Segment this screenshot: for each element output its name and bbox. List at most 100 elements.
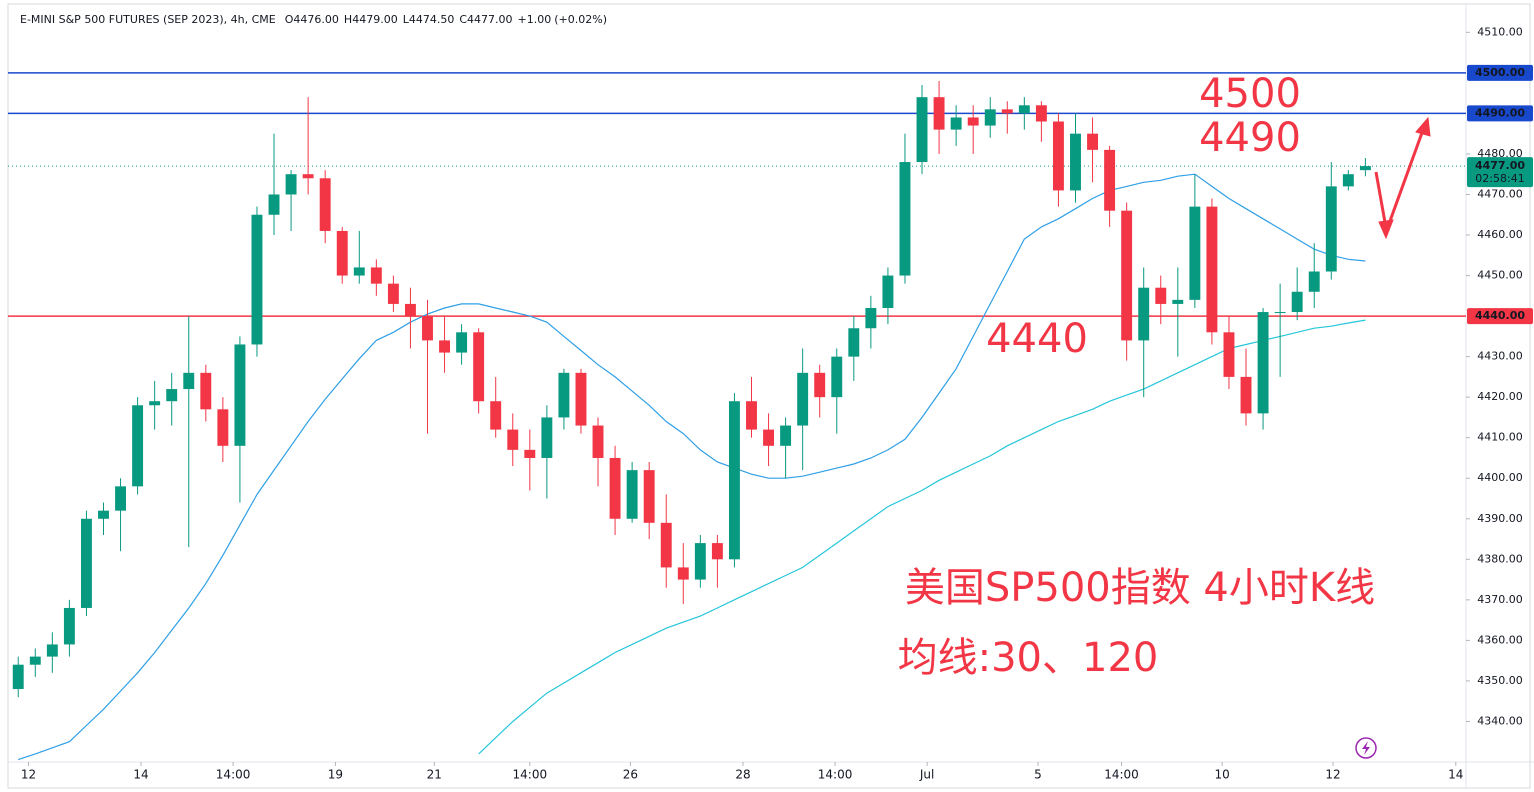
candle-body	[370, 267, 382, 284]
candle-body	[29, 656, 41, 665]
arrow-head	[1415, 116, 1431, 137]
candle-body	[353, 267, 365, 276]
ohlc-value: 4477.00	[467, 13, 513, 26]
change-pct: (+0.02%)	[554, 13, 607, 26]
plot-area	[8, 72, 1466, 761]
y-tick-label: 4340.00	[1477, 714, 1523, 727]
candle-body	[12, 664, 24, 690]
countdown: 02:58:41	[1475, 172, 1524, 185]
candle-body	[848, 328, 860, 357]
ohlc-value: 4474.50	[409, 13, 455, 26]
last-price-label: 4477.00	[1475, 159, 1525, 172]
candle-body	[524, 449, 536, 458]
x-tick-label: 5	[1034, 768, 1042, 782]
y-tick-label: 4430.00	[1477, 350, 1523, 363]
x-tick-label: 26	[623, 768, 638, 782]
candle-body	[285, 174, 297, 195]
moving-average	[478, 319, 1366, 755]
candle-body	[507, 429, 519, 450]
candle-body	[183, 372, 195, 390]
x-tick-label: 10	[1215, 768, 1230, 782]
level-label: 4490.00	[1475, 106, 1525, 119]
candle-body	[694, 543, 706, 580]
candle-body	[1087, 133, 1099, 150]
x-tick-label: 12	[1325, 768, 1340, 782]
candle-body	[984, 109, 996, 126]
candle-body	[473, 332, 485, 402]
ohlc-value: 4476.00	[293, 13, 339, 26]
candle-body	[404, 303, 416, 317]
candle-body	[814, 372, 826, 398]
x-tick-label: 12	[21, 768, 36, 782]
candle-body	[728, 401, 740, 560]
y-tick-label: 4470.00	[1477, 187, 1523, 200]
y-tick-label: 4380.00	[1477, 552, 1523, 565]
x-tick-label: 19	[328, 768, 343, 782]
x-tick-label: 14:00	[216, 768, 251, 782]
candle-body	[302, 174, 314, 179]
x-tick-label: 14:00	[1104, 768, 1139, 782]
arrow-line	[1384, 129, 1425, 233]
level-label: 4500.00	[1475, 66, 1525, 79]
icon-circle[interactable]	[1355, 737, 1377, 759]
frame	[7, 3, 1531, 789]
candle-body	[626, 470, 638, 519]
candle-body	[422, 316, 433, 341]
candle-body	[1035, 105, 1047, 122]
candle-body	[541, 417, 553, 458]
ohlc-key: L	[403, 13, 410, 26]
y-tick-label: 4450.00	[1477, 269, 1523, 282]
candle-body	[797, 372, 809, 426]
y-tick-label: 4480.00	[1477, 147, 1523, 160]
candle-body	[1121, 210, 1133, 341]
annotation: 4500	[1199, 71, 1301, 117]
candle-body	[1308, 271, 1320, 292]
icon-bolt[interactable]	[1362, 741, 1370, 755]
symbol-title: E-MINI S&P 500 FUTURES (SEP 2023), 4h, C…	[20, 13, 276, 26]
candle-body	[933, 97, 945, 130]
candle-body	[1342, 174, 1354, 187]
candle-body	[677, 567, 689, 580]
candle-body	[609, 457, 621, 519]
annotation: 均线:30、120	[898, 635, 1159, 681]
ohlc-value: 4479.00	[352, 13, 398, 26]
x-tick-label: 14:00	[818, 768, 853, 782]
candle-body	[268, 194, 280, 215]
candle-body	[46, 644, 58, 657]
candle-body	[660, 522, 672, 568]
level-label: 4440.00	[1475, 309, 1525, 322]
candle-body	[115, 486, 127, 511]
y-tick-label: 4360.00	[1477, 633, 1523, 646]
candle-body	[1018, 105, 1030, 114]
candle-body	[1206, 206, 1218, 333]
candle-body	[132, 405, 144, 487]
candle-body	[149, 401, 161, 406]
last-price-box	[1467, 157, 1533, 188]
candle-body	[217, 409, 229, 446]
x-tick-label: 21	[427, 768, 442, 782]
x-tick-label: 14	[1448, 768, 1463, 782]
lightning-icon[interactable]	[1355, 737, 1377, 759]
y-tick-label: 4390.00	[1477, 512, 1523, 525]
candle-body	[98, 510, 109, 519]
y-tick-label: 4400.00	[1477, 471, 1523, 484]
x-tick-label: Jul	[919, 768, 934, 782]
candle-body	[558, 372, 570, 418]
candle-body	[1291, 291, 1303, 313]
annotation: 4440	[986, 316, 1088, 362]
candle-body	[780, 425, 792, 446]
y-tick-label: 4420.00	[1477, 390, 1523, 403]
annotation: 美国SP500指数 4小时K线	[905, 565, 1375, 611]
x-tick-label: 28	[735, 768, 750, 782]
annotation: 4490	[1199, 115, 1301, 161]
candle-body	[643, 470, 655, 523]
x-tick-label: 14:00	[513, 768, 548, 782]
candle-body	[1172, 299, 1184, 304]
y-tick-label: 4460.00	[1477, 228, 1523, 241]
candle-body	[1359, 166, 1371, 171]
arrow-line	[1374, 171, 1388, 229]
candle-body	[200, 372, 212, 410]
candle-body	[1189, 206, 1201, 300]
ohlc-key: H	[344, 13, 352, 26]
candle-body	[456, 332, 468, 353]
